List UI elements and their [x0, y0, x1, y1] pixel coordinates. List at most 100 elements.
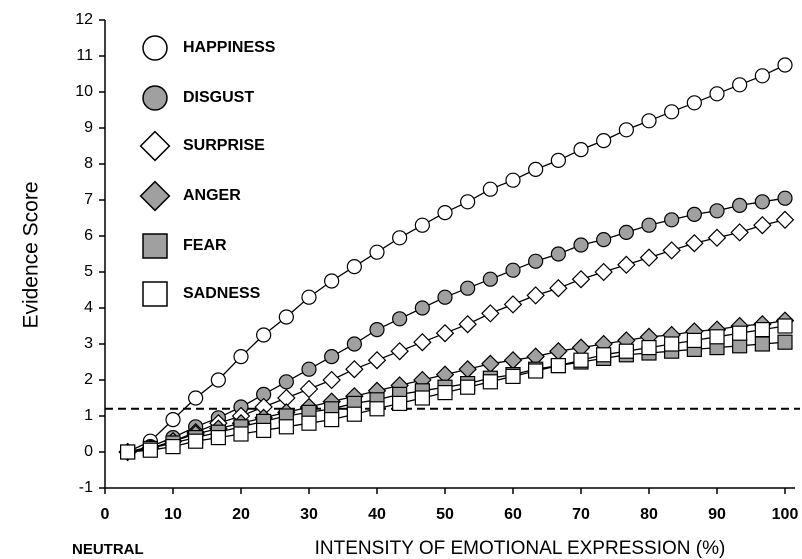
data-point [550, 152, 566, 168]
legend-label: HAPPINESS [183, 39, 276, 56]
y-tick-label: 12 [75, 11, 93, 28]
data-point [686, 95, 702, 111]
data-point [573, 237, 589, 253]
x-tick-label: 20 [232, 506, 250, 523]
data-point [188, 390, 204, 406]
data-point [596, 232, 612, 248]
data-point [753, 215, 772, 235]
data-point [505, 368, 521, 384]
y-tick-label: 2 [84, 371, 93, 388]
y-tick-label: 11 [76, 47, 93, 64]
data-point [775, 210, 795, 230]
data-point [709, 329, 725, 345]
legend-label: DISGUST [183, 89, 254, 106]
data-point [732, 325, 748, 341]
legend-marker [139, 130, 171, 162]
data-point [707, 228, 727, 248]
data-point [685, 233, 704, 253]
data-point [458, 314, 477, 334]
data-point [367, 350, 387, 370]
legend-label: ANGER [183, 187, 241, 204]
data-point [392, 395, 408, 411]
legend-marker [142, 281, 168, 307]
y-tick-label: 4 [84, 299, 93, 316]
data-point [278, 309, 294, 325]
data-point [618, 343, 634, 359]
data-point [664, 212, 680, 228]
y-tick-label: 10 [75, 83, 93, 100]
data-point [437, 385, 453, 401]
series-line [127, 319, 786, 453]
x-tick-label: 100 [772, 506, 799, 523]
data-point [732, 77, 748, 93]
data-point [390, 341, 409, 361]
legend-marker [139, 180, 171, 212]
data-point [618, 224, 634, 240]
data-point [346, 336, 362, 352]
data-point [437, 289, 453, 305]
data-point [301, 361, 317, 377]
series-line [127, 325, 786, 453]
data-point [460, 280, 476, 296]
x-tick-label: 70 [572, 506, 590, 523]
series-line [127, 219, 786, 453]
data-point [165, 412, 181, 428]
data-point [345, 359, 364, 379]
data-point [505, 262, 521, 278]
data-point [777, 57, 793, 73]
data-point [346, 406, 362, 422]
legend-marker [142, 35, 168, 61]
x-tick-label: 30 [300, 506, 318, 523]
data-point [346, 259, 362, 275]
legend-marker [142, 85, 168, 111]
data-point [324, 412, 340, 428]
data-point [617, 255, 636, 275]
data-point [664, 336, 680, 352]
data-point [528, 161, 544, 177]
data-point [777, 334, 793, 350]
data-point [662, 241, 681, 260]
data-point [550, 358, 566, 374]
data-point [686, 206, 702, 222]
data-point [233, 349, 249, 365]
y-tick-label: 3 [84, 335, 93, 352]
data-point [709, 203, 725, 219]
series-line [127, 341, 786, 453]
data-point [528, 253, 544, 269]
data-point [188, 433, 204, 449]
y-tick-label: 7 [84, 191, 93, 208]
data-point [686, 332, 702, 348]
data-point [571, 269, 591, 289]
data-point [392, 311, 408, 327]
data-point [732, 338, 748, 354]
data-point [754, 194, 770, 210]
y-tick-label: 8 [84, 155, 93, 172]
x-tick-label: 80 [640, 506, 658, 523]
data-point [299, 379, 319, 399]
data-point [324, 273, 340, 289]
data-point [505, 172, 521, 188]
x-tick-label: 90 [708, 506, 726, 523]
data-point [392, 230, 408, 246]
data-point [573, 142, 589, 158]
y-tick-label: -1 [79, 479, 93, 496]
data-point [754, 336, 770, 352]
x-note: NEUTRAL [72, 541, 144, 558]
data-point [278, 374, 294, 390]
data-point [528, 363, 544, 379]
legend-label: SADNESS [183, 285, 261, 302]
data-point [210, 372, 226, 388]
data-point [730, 223, 749, 242]
data-point [777, 190, 793, 206]
data-point [639, 248, 659, 267]
data-point [550, 246, 566, 262]
data-point [777, 318, 793, 334]
data-point [435, 323, 455, 343]
x-axis-title: INTENSITY OF EMOTIONAL EXPRESSION (%) [315, 538, 726, 559]
data-point [369, 322, 385, 338]
data-point [414, 217, 430, 233]
data-point [503, 295, 523, 314]
x-tick-label: 60 [504, 506, 522, 523]
data-point [732, 197, 748, 213]
